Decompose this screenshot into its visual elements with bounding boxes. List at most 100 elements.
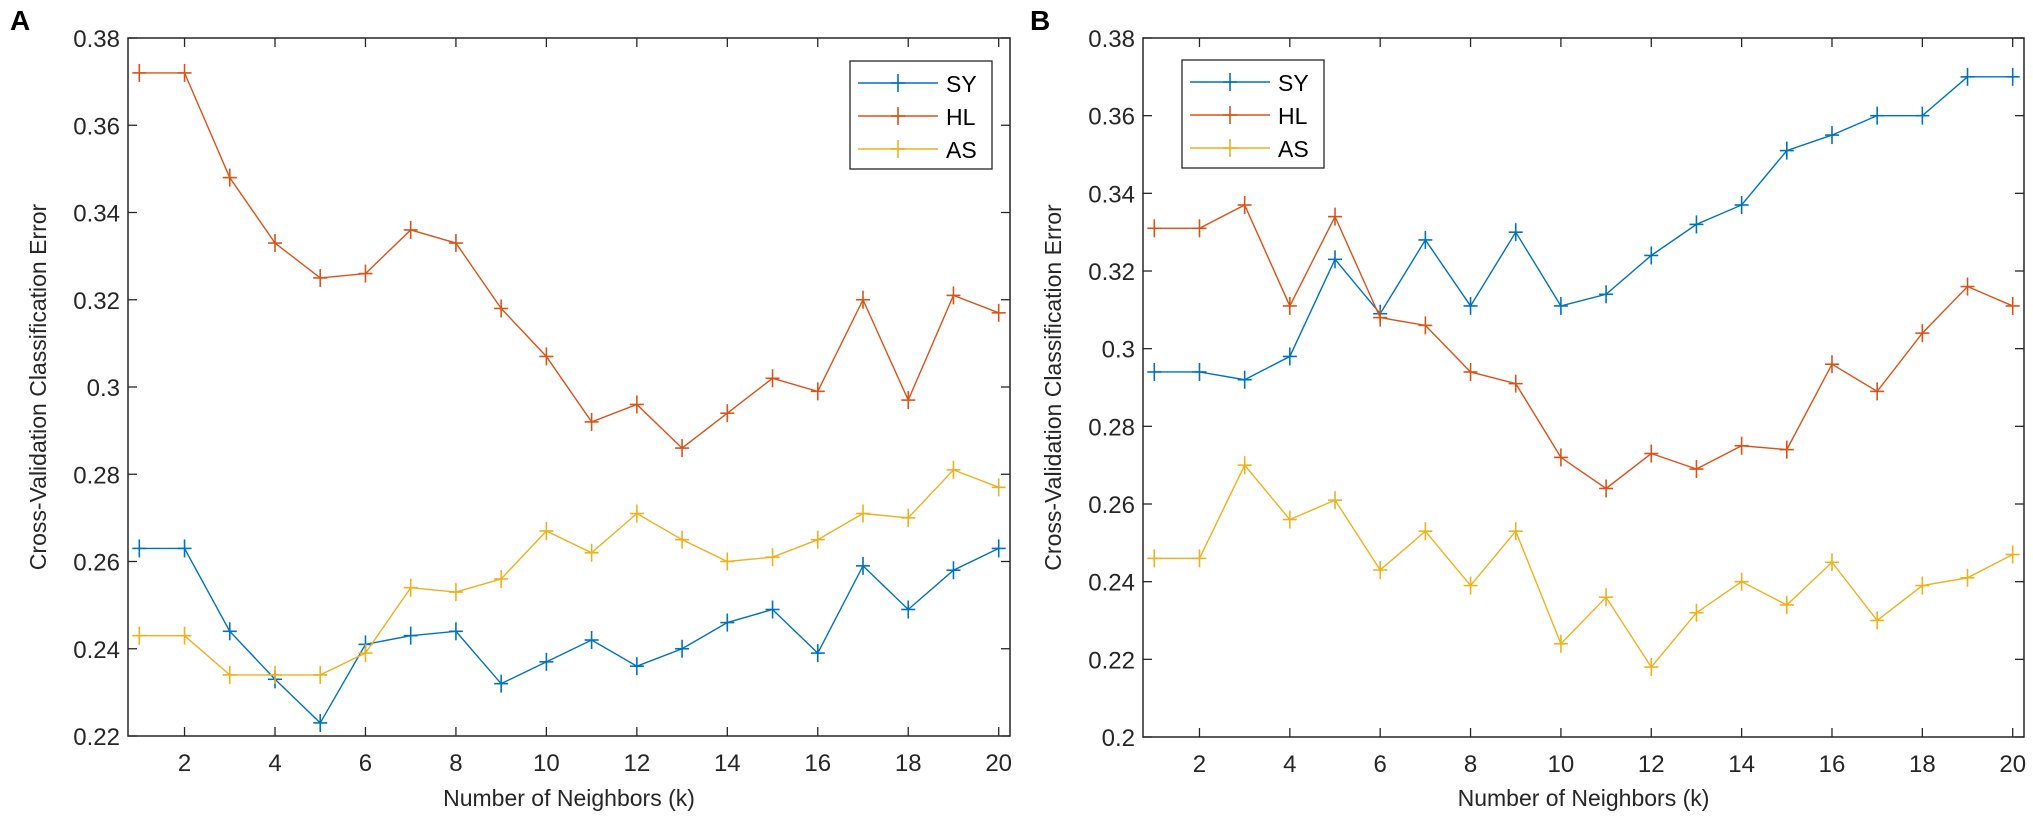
data-point	[313, 268, 328, 287]
panel-label: B	[1030, 5, 1050, 36]
data-point	[132, 63, 147, 82]
data-point	[1599, 588, 1614, 607]
data-point	[222, 622, 237, 641]
data-point	[629, 504, 644, 523]
x-tick-label: 16	[1819, 751, 1846, 778]
x-tick-label: 20	[985, 750, 1012, 777]
x-tick-label: 8	[1464, 751, 1477, 778]
series-hl	[132, 63, 1006, 458]
data-point	[946, 460, 961, 479]
data-point	[1870, 106, 1885, 125]
data-point	[1689, 215, 1704, 234]
data-point	[765, 600, 780, 619]
data-point	[1463, 296, 1478, 315]
x-tick-label: 2	[178, 750, 191, 777]
data-point	[629, 657, 644, 676]
data-point	[810, 382, 825, 401]
series-as	[132, 460, 1006, 684]
data-point	[1644, 658, 1659, 677]
data-point	[1960, 277, 1975, 296]
series-line	[139, 72, 999, 449]
legend-marker	[891, 74, 905, 92]
data-point	[1599, 285, 1614, 304]
data-point	[1237, 370, 1252, 389]
series-sy	[1147, 67, 2020, 389]
x-tick-label: 10	[1548, 751, 1575, 778]
legend-box	[1181, 59, 1325, 169]
data-point	[1960, 568, 1975, 587]
data-point	[1192, 549, 1207, 568]
data-point	[1282, 347, 1297, 366]
data-point	[1418, 230, 1433, 249]
y-tick-label: 0.34	[73, 201, 120, 228]
data-point	[991, 539, 1006, 558]
y-tick-label: 0.36	[73, 113, 120, 140]
y-tick-label: 0.24	[1088, 570, 1135, 597]
x-tick-label: 16	[804, 750, 831, 777]
data-point	[1644, 246, 1659, 265]
y-tick-label: 0.32	[73, 288, 120, 315]
legend-marker	[891, 107, 905, 125]
data-point	[720, 404, 735, 423]
legend-label: SY	[946, 71, 977, 97]
y-tick-label: 0.36	[1088, 104, 1135, 131]
data-point	[1734, 572, 1749, 591]
legend-label: SY	[1278, 70, 1309, 96]
data-point	[448, 622, 463, 641]
data-point	[1824, 355, 1839, 374]
data-point	[1915, 106, 1930, 125]
data-point	[675, 439, 690, 458]
data-point	[539, 652, 554, 671]
x-tick-label: 18	[895, 750, 922, 777]
panel-label: A	[10, 5, 30, 36]
data-point	[1328, 207, 1343, 226]
data-point	[268, 665, 282, 684]
data-point	[1508, 223, 1523, 242]
data-point	[1328, 250, 1343, 269]
y-tick-label: 0.22	[73, 724, 120, 751]
data-point	[1779, 141, 1794, 160]
data-point	[1553, 296, 1568, 315]
x-tick-label: 8	[449, 750, 462, 777]
data-point	[222, 665, 237, 684]
y-tick-label: 0.28	[73, 462, 120, 489]
data-point	[1553, 448, 1568, 467]
y-tick-label: 0.3	[87, 375, 120, 402]
data-point	[403, 220, 418, 239]
data-point	[901, 391, 916, 410]
data-point	[1418, 316, 1433, 335]
y-axis-label: Cross-Validation Classification Error	[25, 203, 51, 570]
y-tick-label: 0.38	[1088, 26, 1135, 53]
y-tick-label: 0.3	[1102, 337, 1135, 364]
x-tick-label: 12	[623, 750, 650, 777]
data-point	[2005, 296, 2020, 315]
data-point	[494, 674, 509, 693]
data-point	[1779, 595, 1794, 614]
legend-item-sy: SY	[1190, 70, 1309, 96]
data-point	[1824, 126, 1839, 145]
y-tick-label: 0.28	[1088, 414, 1135, 441]
data-point	[132, 539, 147, 558]
data-point	[1373, 561, 1388, 580]
data-point	[1328, 491, 1343, 510]
data-point	[1237, 195, 1252, 214]
data-point	[1915, 576, 1930, 595]
data-point	[1192, 219, 1207, 238]
data-point	[403, 626, 418, 645]
data-point	[1418, 522, 1433, 541]
data-point	[991, 303, 1006, 322]
x-tick-label: 12	[1638, 751, 1665, 778]
data-point	[1689, 460, 1704, 479]
x-tick-label: 14	[1728, 751, 1755, 778]
series-line	[1154, 463, 2014, 669]
data-point	[403, 578, 418, 597]
series-line	[1154, 204, 2013, 490]
x-tick-label: 2	[1193, 751, 1206, 778]
data-point	[2005, 67, 2020, 86]
legend-label: AS	[1278, 136, 1309, 162]
legend-item-hl: HL	[1190, 103, 1308, 129]
x-tick-label: 18	[1909, 751, 1936, 778]
data-point	[810, 530, 825, 549]
data-point	[1147, 549, 1162, 568]
data-point	[1644, 444, 1659, 463]
